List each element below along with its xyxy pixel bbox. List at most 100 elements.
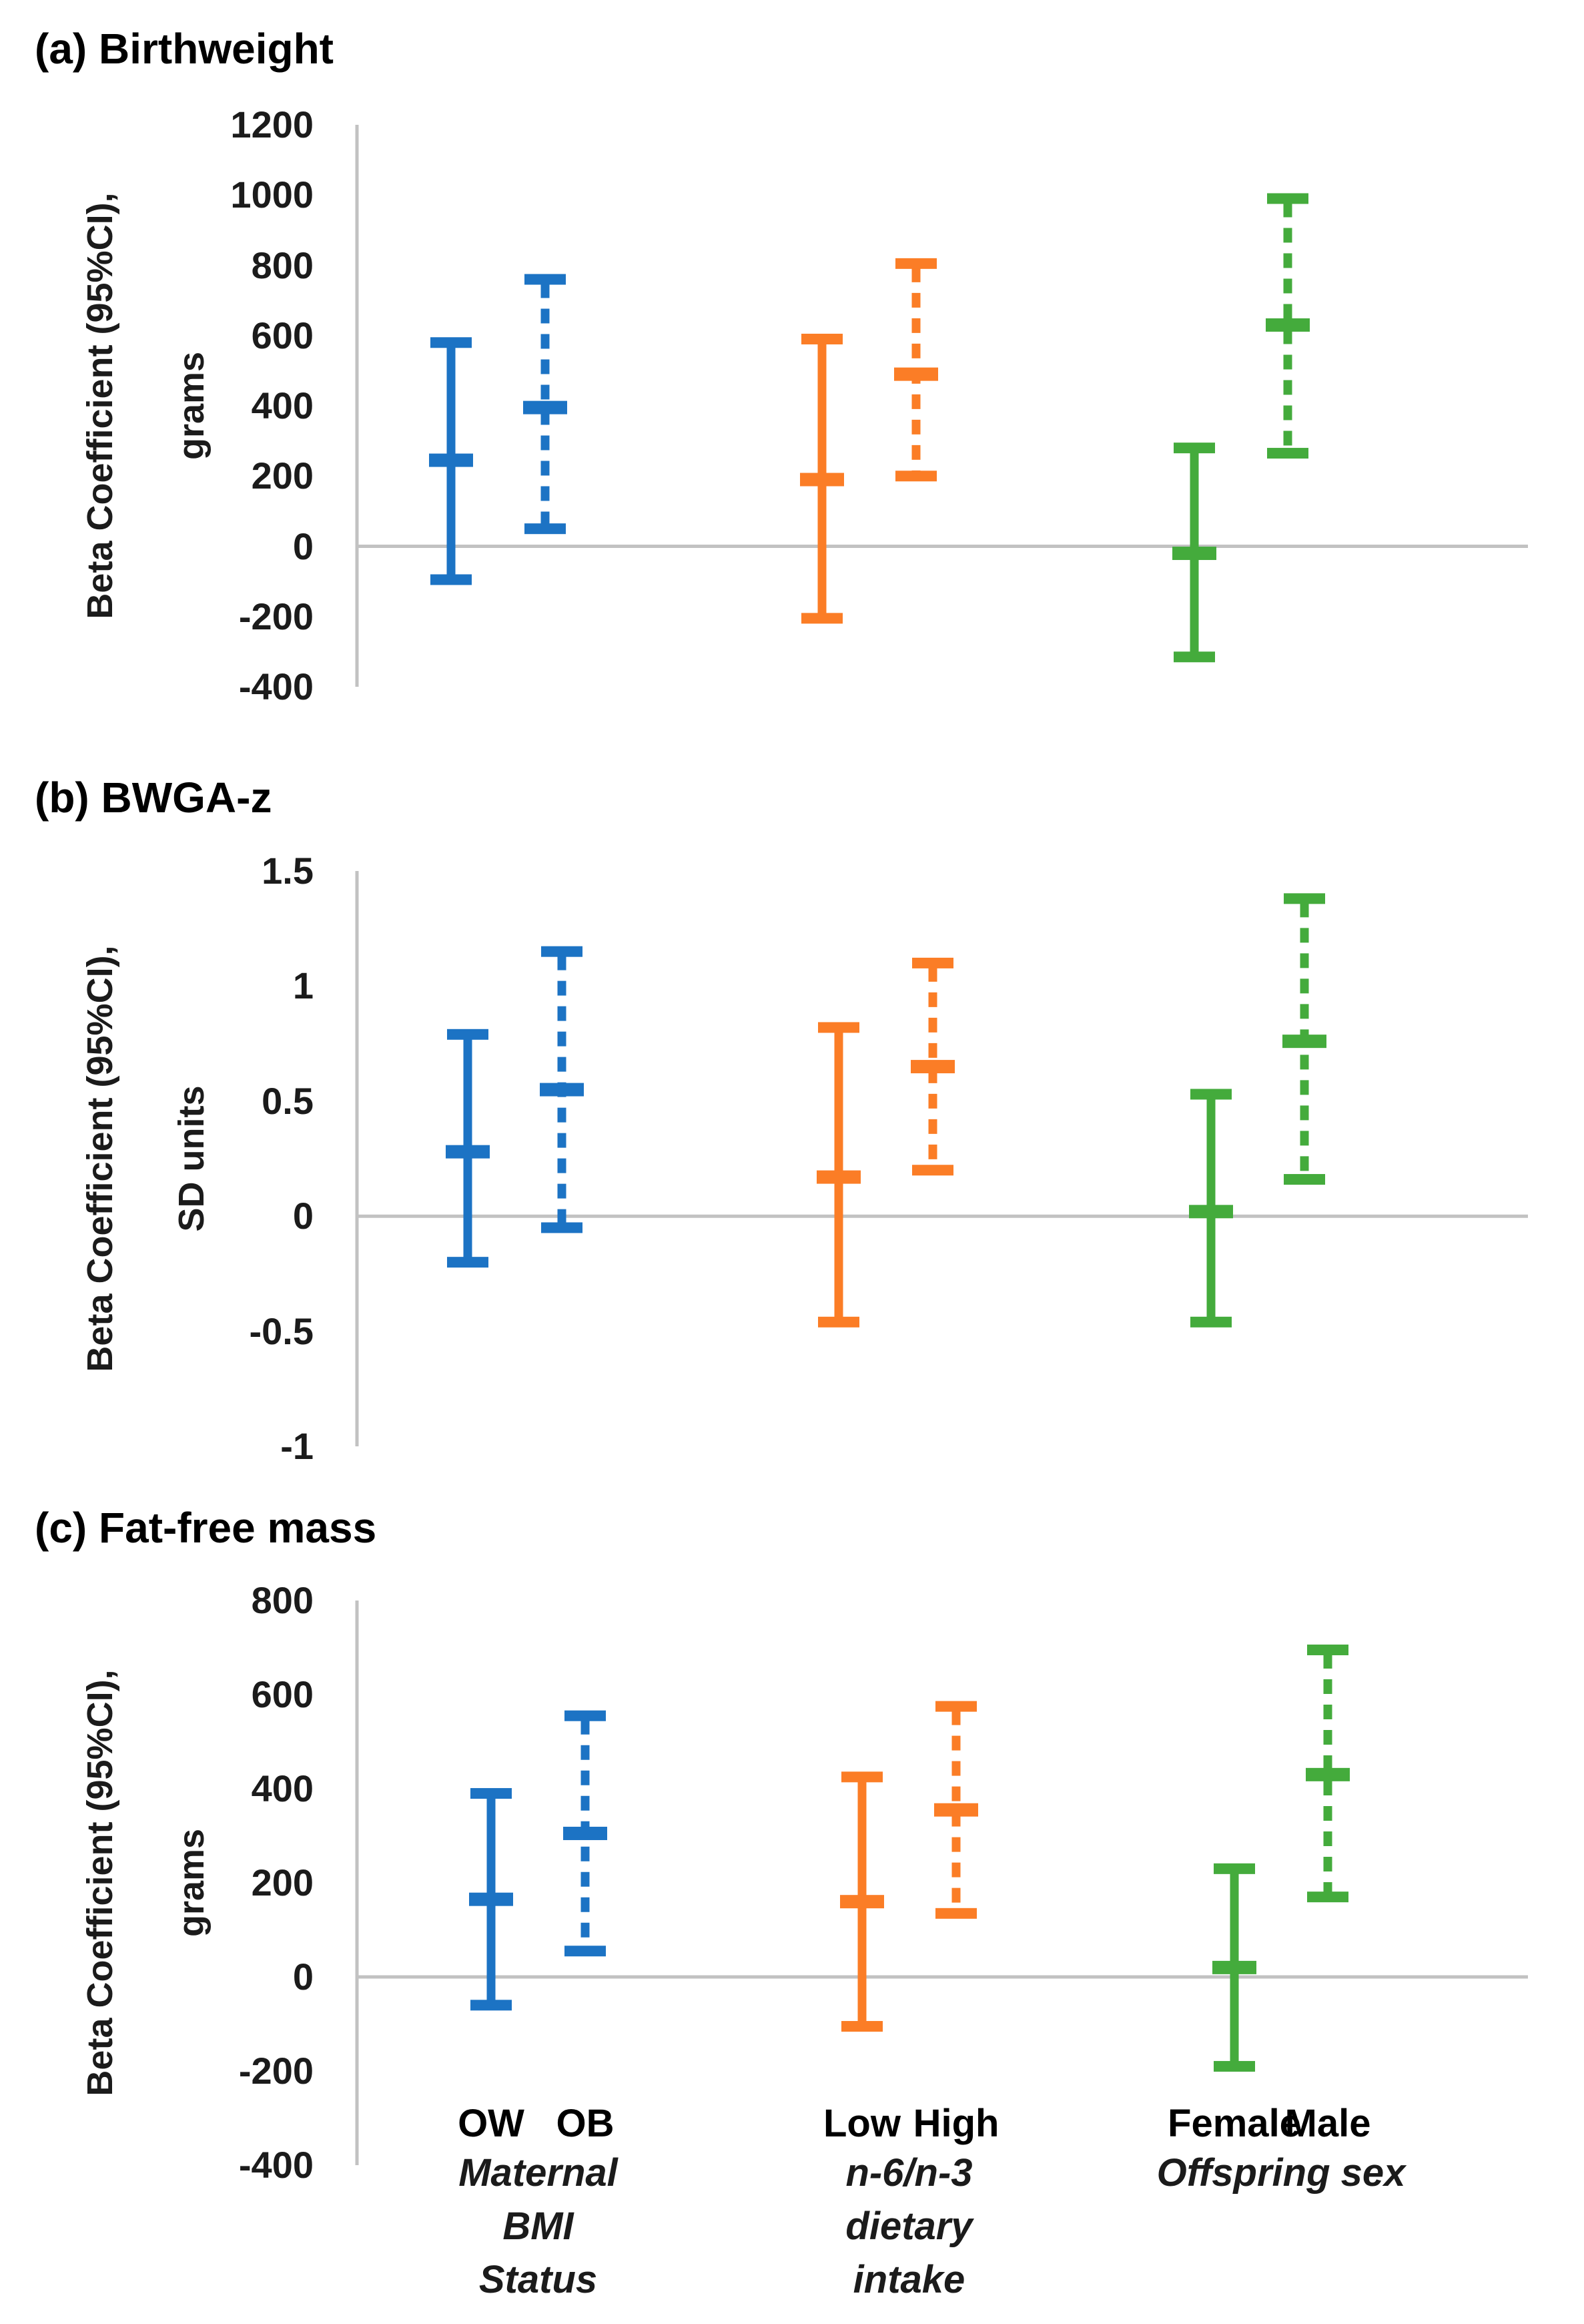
y-tick-label: 200 [251,455,314,497]
errorbar-high-c [934,1701,978,1919]
y-tick-label: 0 [292,1195,314,1237]
errorbar-female-c [1212,1863,1256,2072]
panel-b-plot [355,871,1528,1446]
ci-lower-cap [1174,651,1215,663]
y-tick-label: -400 [238,665,314,707]
errorbar-high-a [894,258,938,482]
point-estimate-marker [1212,1960,1256,1974]
ci-lower-cap [1284,1174,1325,1185]
point-estimate-marker [540,1083,584,1097]
ci-lower-cap [912,1165,953,1176]
y-tick-label: -1 [280,1425,314,1467]
x-group-caption-line: intake [853,2258,965,2301]
ci-upper-cap [801,334,843,345]
errorbar-ob-b [540,946,584,1233]
panel-c-title: (c) Fat-free mass [35,1504,377,1552]
x-group-caption-line: dietary [845,2205,973,2248]
ci-upper-cap [541,946,582,957]
y-tick-label: 200 [251,1861,314,1904]
point-estimate-marker [563,1826,607,1840]
y-tick-label: 600 [251,1673,314,1715]
ci-lower-cap [1307,1892,1348,1903]
point-estimate-marker [429,453,473,467]
ci-upper-cap [1267,193,1308,204]
ci-lower-cap [935,1908,977,1919]
point-estimate-marker [469,1892,513,1906]
errorbar-ob-c [563,1710,607,1957]
point-estimate-marker [1266,318,1310,332]
errorbar-female-a [1172,443,1216,663]
y-tick-label: -200 [238,2050,314,2092]
y-tick-label: 1000 [230,174,314,216]
x-group-member-label: OB [556,2102,615,2145]
errorbar-ow-c [469,1788,513,2011]
errorbar-male-a [1266,193,1310,459]
ci-upper-cap [1190,1089,1232,1100]
panel-a-y-axis-label: Beta Coefficient (95%CI), [80,192,120,619]
ci-lower-cap [541,1222,582,1233]
ci-upper-cap [841,1771,883,1783]
point-estimate-marker [911,1060,955,1074]
point-estimate-marker [446,1145,490,1159]
point-estimate-marker [817,1170,861,1184]
y-tick-label: 1 [292,964,314,1007]
ci-upper-cap [470,1788,512,1799]
x-group-caption-line: Status [478,2258,598,2301]
y-tick-label: 1.5 [262,850,314,892]
ci-lower-cap [895,471,937,482]
x-group-member-label: High [913,2102,1000,2145]
errorbar-high-b [911,957,955,1176]
x-group-caption-line: Offspring sex [1156,2151,1406,2195]
x-group-caption-line: BMI [502,2205,574,2248]
errorbar-ob-a [523,274,567,535]
ci-upper-cap [895,258,937,269]
ci-upper-cap [1214,1863,1255,1874]
panel-b-y-axis-label: Beta Coefficient (95%CI), [80,945,120,1372]
point-estimate-marker [934,1803,978,1817]
errorbar-low-c [840,1771,884,2032]
ci-upper-cap [818,1022,859,1033]
ci-lower-cap [818,1316,859,1328]
y-tick-label: 0.5 [262,1079,314,1122]
ci-lower-cap [447,1257,488,1268]
ci-lower-cap [1190,1316,1232,1328]
x-group-member-label: Male [1284,2102,1371,2145]
panel-c-y-axis-label: Beta Coefficient (95%CI), [80,1669,120,2096]
ci-upper-cap [912,957,953,968]
panel-b-title: (b) BWGA-z [35,774,272,822]
x-group-member-label: Low [823,2102,901,2145]
ci-upper-cap [1284,893,1325,904]
ci-upper-cap [447,1029,488,1040]
errorbar-low-a [800,334,844,624]
ci-lower-cap [470,2000,512,2011]
point-estimate-marker [800,473,844,487]
point-estimate-marker [1172,547,1216,561]
ci-upper-cap [430,337,472,348]
ci-upper-cap [524,274,566,285]
x-group-caption-line: n-6/n-3 [845,2151,973,2195]
errorbar-low-b [817,1022,861,1328]
x-group-member-label: Female [1168,2102,1301,2145]
y-tick-label: 1200 [230,103,314,146]
panel-c-plot [355,1601,1528,2165]
panel-a-plot [355,125,1528,687]
point-estimate-marker [1282,1035,1326,1049]
y-tick-label: -200 [238,595,314,637]
errorbar-ow-b [446,1029,490,1268]
errorbar-ow-a [429,337,473,585]
point-estimate-marker [523,400,567,414]
ci-upper-cap [564,1710,606,1721]
x-group-caption-line: Maternal [458,2151,618,2195]
y-tick-label: 800 [251,1579,314,1621]
ci-upper-cap [1174,443,1215,454]
y-tick-label: -400 [238,2144,314,2186]
ci-upper-cap [1307,1645,1348,1656]
ci-lower-cap [1267,448,1308,459]
errorbar-male-b [1282,893,1326,1185]
y-tick-label: 800 [251,244,314,286]
ci-upper-cap [935,1701,977,1712]
ci-lower-cap [430,574,472,585]
point-estimate-marker [1306,1767,1350,1781]
point-estimate-marker [840,1895,884,1909]
